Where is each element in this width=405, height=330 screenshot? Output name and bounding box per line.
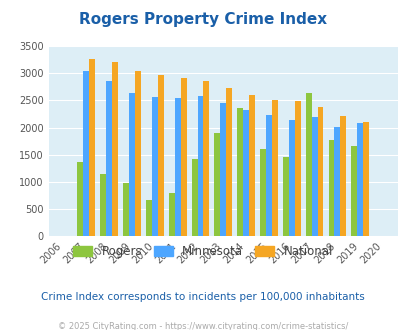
Bar bbox=[77, 162, 83, 236]
Bar bbox=[243, 110, 249, 236]
Bar bbox=[134, 71, 141, 236]
Bar bbox=[174, 98, 180, 236]
Bar bbox=[203, 81, 209, 236]
Bar bbox=[100, 174, 106, 236]
Bar bbox=[282, 157, 288, 236]
Text: Crime Index corresponds to incidents per 100,000 inhabitants: Crime Index corresponds to incidents per… bbox=[41, 292, 364, 302]
Bar bbox=[158, 76, 163, 236]
Bar bbox=[191, 159, 197, 236]
Bar bbox=[305, 93, 311, 236]
Bar bbox=[180, 78, 186, 236]
Bar bbox=[112, 62, 118, 236]
Bar bbox=[334, 127, 339, 236]
Bar bbox=[339, 116, 345, 236]
Bar bbox=[317, 107, 323, 236]
Bar bbox=[106, 81, 112, 236]
Bar bbox=[83, 71, 89, 236]
Bar bbox=[220, 103, 226, 236]
Bar bbox=[197, 96, 203, 236]
Bar bbox=[328, 140, 334, 236]
Bar bbox=[123, 182, 129, 236]
Bar bbox=[294, 101, 300, 236]
Bar bbox=[249, 95, 254, 236]
Bar bbox=[288, 120, 294, 236]
Bar bbox=[145, 200, 151, 236]
Bar bbox=[237, 108, 243, 236]
Bar bbox=[129, 93, 134, 236]
Bar bbox=[271, 100, 277, 236]
Bar bbox=[311, 117, 317, 236]
Text: © 2025 CityRating.com - https://www.cityrating.com/crime-statistics/: © 2025 CityRating.com - https://www.city… bbox=[58, 322, 347, 330]
Bar bbox=[214, 133, 220, 236]
Legend: Rogers, Minnesota, National: Rogers, Minnesota, National bbox=[68, 241, 337, 263]
Text: Rogers Property Crime Index: Rogers Property Crime Index bbox=[79, 12, 326, 26]
Bar bbox=[265, 115, 271, 236]
Bar bbox=[350, 147, 356, 236]
Bar bbox=[226, 88, 232, 236]
Bar bbox=[356, 123, 362, 236]
Bar bbox=[362, 122, 368, 236]
Bar bbox=[151, 97, 158, 236]
Bar bbox=[168, 193, 174, 236]
Bar bbox=[89, 59, 95, 236]
Bar bbox=[259, 149, 265, 236]
